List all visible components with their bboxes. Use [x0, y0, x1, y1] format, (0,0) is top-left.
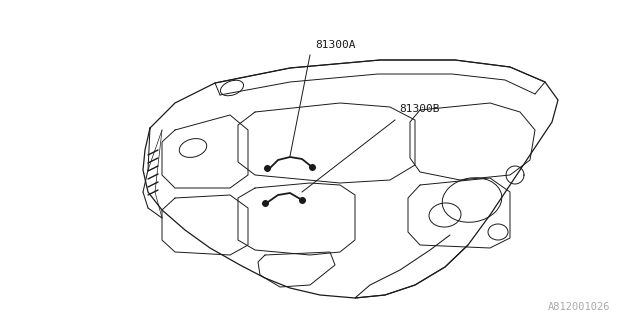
Text: 81300B: 81300B: [400, 104, 440, 114]
Text: A812001026: A812001026: [547, 302, 610, 312]
Text: 81300A: 81300A: [315, 40, 355, 50]
